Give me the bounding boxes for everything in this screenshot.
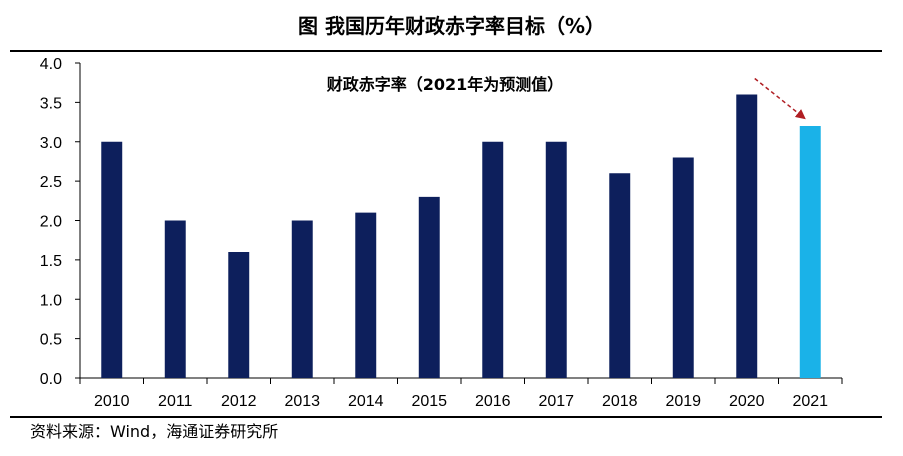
x-tick-label: 2011 [158,393,193,410]
bar-2016 [482,141,504,378]
bar-2020 [736,94,758,378]
chart-title: 财政赤字率（2021年为预测值） [326,75,564,94]
source-note: 资料来源：Wind，海通证券研究所 [30,422,279,441]
y-tick-label: 0.5 [40,332,62,349]
bar-2015 [418,196,440,378]
top-rule [10,50,882,52]
y-tick-label: 3.0 [40,135,62,152]
x-tick-label: 2021 [792,393,828,410]
x-tick-label: 2015 [411,393,447,410]
y-tick-label: 2.5 [40,174,62,191]
y-tick-label: 1.5 [40,253,62,270]
bottom-rule [10,416,882,418]
bar-2017 [545,141,567,378]
bar-2011 [164,220,186,378]
bar-2014 [355,212,377,378]
y-tick-label: 0.0 [40,371,62,388]
figure-title: 图 我国历年财政赤字率目标（%） [297,14,605,38]
x-tick-label: 2013 [284,393,320,410]
bar-2012 [228,252,250,378]
bar-2019 [672,157,694,378]
x-tick-label: 2012 [221,393,257,410]
x-tick-label: 2014 [348,393,384,410]
x-tick-label: 2010 [94,393,130,410]
y-tick-label: 1.0 [40,292,62,309]
y-tick-label: 3.5 [40,95,62,112]
x-tick-label: 2019 [665,393,701,410]
x-tick-label: 2018 [602,393,638,410]
x-tick-label: 2020 [729,393,765,410]
bar-2018 [609,173,631,378]
bar-2021 [799,126,821,378]
chart-axes [75,62,843,384]
x-tick-label: 2016 [475,393,511,410]
y-tick-label: 2.0 [40,214,62,231]
x-tick-label: 2017 [538,393,574,410]
bar-series [101,94,821,378]
bar-2010 [101,141,123,378]
forecast-arrow [754,77,806,120]
bar-2013 [291,220,313,378]
tick-labels: 0.0 0.5 1.0 1.5 2.0 2.5 3.0 3.5 4.0 2010 2011 2012 2… [40,56,828,410]
y-tick-label: 4.0 [40,56,62,73]
